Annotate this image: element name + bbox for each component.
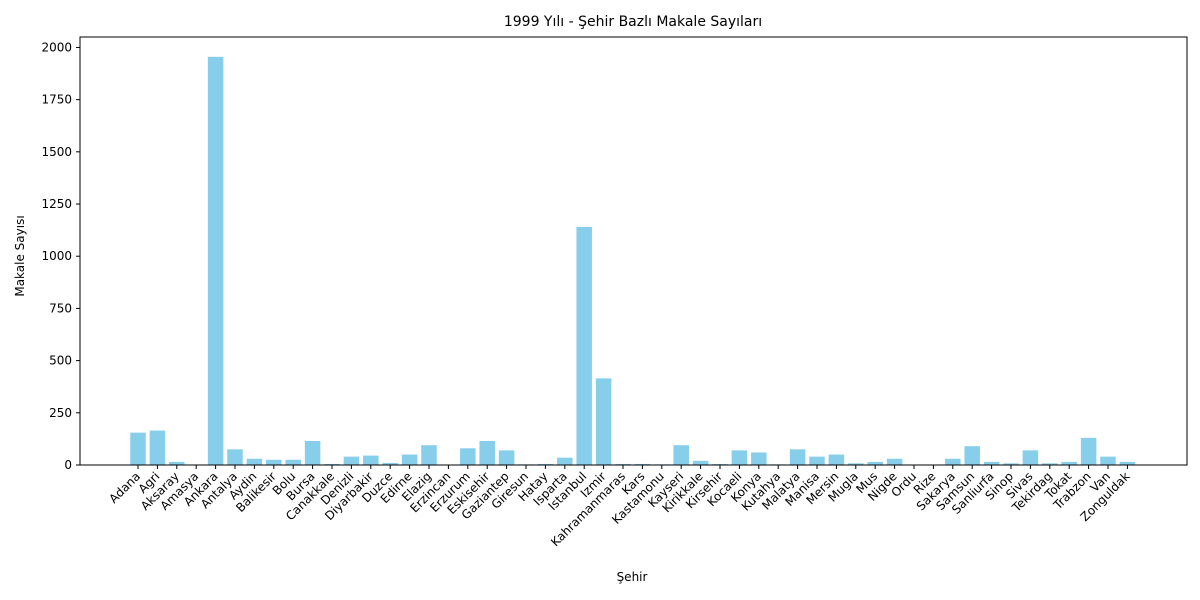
bar-sakarya	[945, 458, 961, 465]
bar-istanbul	[576, 226, 592, 465]
y-tick-label: 2000	[41, 40, 72, 54]
y-tick-label: 1500	[41, 145, 72, 159]
bar-kahramanmaras	[615, 463, 631, 465]
bar-balikesir	[266, 459, 282, 465]
bar-kayseri	[673, 445, 689, 465]
bar-canakkale	[324, 463, 340, 465]
bar-sanliurfa	[983, 461, 1000, 465]
bar-sinop	[1003, 463, 1019, 465]
bar-zonguldak	[1119, 461, 1136, 465]
bar-adana	[130, 432, 146, 465]
bar-konya	[751, 452, 767, 465]
y-axis-label: Makale Sayısı	[13, 215, 27, 296]
bar-aydin	[246, 458, 263, 465]
plot-frame	[79, 36, 1188, 466]
bar-kars	[634, 463, 651, 465]
bar-hatay	[537, 463, 554, 465]
y-tick-label: 1250	[41, 197, 72, 211]
bar-ankara	[207, 56, 224, 465]
y-tick-label: 1750	[41, 93, 72, 107]
bar-van	[1100, 456, 1116, 465]
x-axis: AdanaAgriAksarayAmasyaAnkaraAntalyaAydin…	[106, 465, 1133, 549]
bar-mersin	[828, 454, 845, 465]
bar-denizli	[343, 456, 360, 465]
bar-diyarbakir	[363, 455, 379, 465]
chart-title: 1999 Yılı - Şehir Bazlı Makale Sayıları	[504, 14, 762, 30]
y-tick-label: 0	[64, 458, 72, 472]
bar-elazig	[421, 445, 437, 465]
bar-kocaeli	[731, 450, 748, 465]
bar-aksaray	[169, 461, 185, 465]
bar-izmir	[595, 378, 612, 465]
bar-agri	[149, 430, 166, 465]
bar-tekirdag	[1042, 463, 1058, 465]
bar-mugla	[848, 463, 864, 465]
bar-kirikkale	[692, 460, 709, 465]
bar-duzce	[382, 462, 398, 465]
bar-trabzon	[1080, 437, 1097, 465]
y-tick-label: 1000	[41, 249, 72, 263]
bar-gaziantep	[498, 450, 515, 465]
bar-malatya	[789, 449, 806, 465]
bar-bolu	[285, 459, 301, 465]
bar-kirsehir	[712, 463, 728, 465]
bar-mus	[867, 461, 883, 465]
bar-antalya	[227, 449, 243, 465]
bar-samsun	[964, 446, 980, 465]
y-tick-label: 250	[49, 406, 72, 420]
bar-isparta	[557, 457, 573, 465]
bar-tokat	[1061, 461, 1077, 465]
x-axis-label: Şehir	[617, 570, 648, 584]
bar-edirne	[401, 454, 418, 465]
bar-manisa	[809, 456, 825, 465]
bar-nigde	[886, 458, 903, 465]
bar-sivas	[1022, 450, 1039, 465]
y-tick-label: 750	[49, 301, 72, 315]
y-tick-label: 500	[49, 354, 72, 368]
y-axis: 0 250 500 750 1000 1250 1500 1750 2000	[41, 40, 80, 472]
bars-group	[130, 56, 1136, 465]
bar-erzurum	[460, 448, 476, 465]
bar-bursa	[304, 440, 321, 465]
bar-eskisehir	[479, 440, 495, 465]
